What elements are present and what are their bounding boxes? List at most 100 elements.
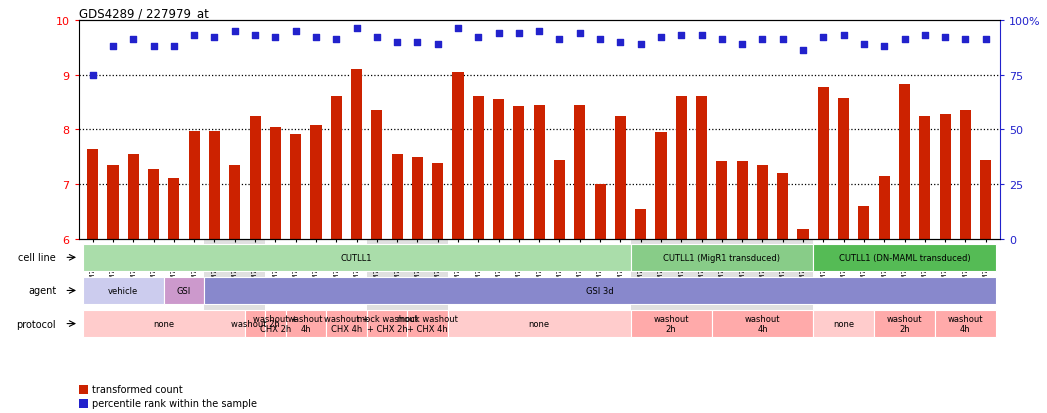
- Text: washout
2h: washout 2h: [887, 314, 922, 333]
- Bar: [366, 240, 448, 316]
- Bar: [513, 107, 525, 240]
- Bar: [554, 160, 565, 240]
- Point: [226, 28, 243, 35]
- Point: [592, 37, 608, 44]
- Bar: [204, 240, 265, 316]
- Bar: [630, 310, 712, 337]
- Bar: [814, 244, 996, 271]
- Bar: [148, 169, 159, 240]
- Text: mock washout
+ CHX 2h: mock washout + CHX 2h: [357, 314, 418, 333]
- Bar: [757, 166, 768, 240]
- Bar: [716, 162, 728, 240]
- Bar: [83, 244, 630, 271]
- Bar: [432, 164, 443, 240]
- Bar: [290, 135, 302, 240]
- Point: [693, 33, 710, 39]
- Point: [795, 48, 811, 55]
- Bar: [818, 88, 829, 240]
- Bar: [814, 310, 874, 337]
- Bar: [675, 97, 687, 240]
- Point: [308, 35, 325, 41]
- Point: [429, 41, 446, 48]
- Text: vehicle: vehicle: [108, 286, 138, 295]
- Text: washout
2h: washout 2h: [653, 314, 689, 333]
- Point: [652, 35, 669, 41]
- Bar: [960, 111, 971, 240]
- Bar: [874, 310, 935, 337]
- Text: CUTLL1: CUTLL1: [341, 253, 373, 262]
- Point: [855, 41, 872, 48]
- Bar: [712, 310, 814, 337]
- Point: [185, 33, 202, 39]
- Bar: [878, 177, 890, 240]
- Bar: [83, 240, 204, 316]
- Point: [916, 33, 933, 39]
- Point: [896, 37, 913, 44]
- Bar: [265, 310, 286, 337]
- Point: [105, 44, 121, 50]
- Text: cell line: cell line: [19, 253, 57, 263]
- Bar: [265, 240, 366, 316]
- Bar: [630, 240, 814, 316]
- Text: none: none: [833, 319, 854, 328]
- Point: [612, 39, 629, 46]
- Bar: [595, 185, 605, 240]
- Point: [449, 26, 466, 33]
- Bar: [859, 207, 869, 240]
- Point: [146, 44, 162, 50]
- Text: washout +
CHX 2h: washout + CHX 2h: [253, 314, 298, 333]
- Bar: [448, 310, 630, 337]
- Bar: [83, 310, 245, 337]
- Text: GSI 3d: GSI 3d: [586, 286, 614, 295]
- Bar: [351, 70, 362, 240]
- Bar: [574, 105, 585, 240]
- Point: [551, 37, 567, 44]
- Text: percentile rank within the sample: percentile rank within the sample: [92, 398, 257, 408]
- Bar: [128, 155, 139, 240]
- Text: agent: agent: [28, 286, 57, 296]
- Bar: [919, 116, 931, 240]
- Text: washout 2h: washout 2h: [230, 319, 280, 328]
- Point: [673, 33, 690, 39]
- Bar: [636, 209, 646, 240]
- Point: [632, 41, 649, 48]
- Point: [125, 37, 141, 44]
- Bar: [814, 240, 996, 316]
- Bar: [630, 244, 814, 271]
- Bar: [331, 97, 341, 240]
- Bar: [534, 105, 544, 240]
- Point: [775, 37, 792, 44]
- Bar: [204, 277, 996, 304]
- Point: [388, 39, 405, 46]
- Bar: [655, 133, 667, 240]
- Point: [876, 44, 893, 50]
- Text: none: none: [529, 319, 550, 328]
- Bar: [448, 240, 630, 316]
- Bar: [777, 174, 788, 240]
- Text: CUTLL1 (DN-MAML transduced): CUTLL1 (DN-MAML transduced): [839, 253, 971, 262]
- Bar: [407, 310, 448, 337]
- Point: [267, 35, 284, 41]
- Bar: [366, 310, 407, 337]
- Bar: [229, 166, 241, 240]
- Point: [937, 35, 954, 41]
- Bar: [169, 178, 179, 240]
- Point: [977, 37, 994, 44]
- Point: [349, 26, 365, 33]
- Text: mock washout
+ CHX 4h: mock washout + CHX 4h: [397, 314, 458, 333]
- Text: washout
4h: washout 4h: [744, 314, 780, 333]
- Bar: [108, 166, 118, 240]
- Point: [369, 35, 385, 41]
- Bar: [83, 277, 163, 304]
- Point: [734, 41, 751, 48]
- Point: [409, 39, 426, 46]
- Text: transformed count: transformed count: [92, 385, 182, 394]
- Point: [572, 31, 588, 37]
- Text: washout
4h: washout 4h: [948, 314, 983, 333]
- Bar: [615, 116, 626, 240]
- Text: protocol: protocol: [17, 319, 57, 329]
- Bar: [473, 97, 484, 240]
- Bar: [87, 149, 98, 240]
- Text: washout +
CHX 4h: washout + CHX 4h: [324, 314, 369, 333]
- Bar: [326, 310, 366, 337]
